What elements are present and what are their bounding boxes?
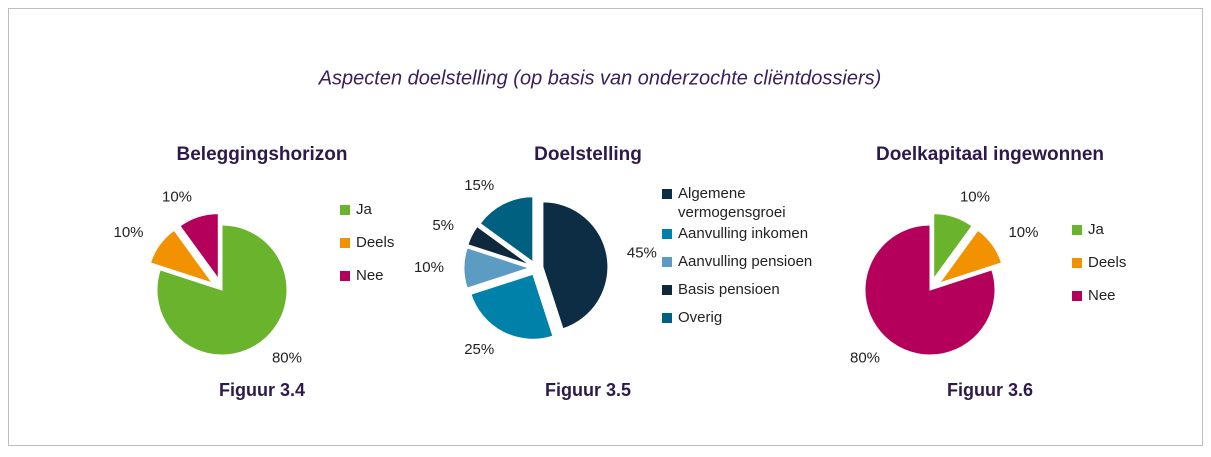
- legend-item: Ja: [1088, 221, 1104, 238]
- value-label: 5%: [432, 217, 454, 234]
- value-label: 25%: [464, 341, 494, 358]
- value-label: 15%: [464, 177, 494, 194]
- legend-item: Deels: [1088, 254, 1127, 271]
- legend-item: Overig: [678, 309, 723, 326]
- caption: Figuur 3.4: [219, 380, 305, 400]
- pie-slice: [933, 213, 973, 281]
- legend-swatch: [662, 229, 672, 239]
- pie-slice: [542, 201, 609, 330]
- pie-slice: [463, 247, 531, 289]
- legend-item: Algemene vermogensgroei: [678, 185, 786, 221]
- legend-item: Aanvulling inkomen: [678, 225, 809, 242]
- legend-item: Deels: [356, 234, 395, 251]
- pie-slice: [864, 224, 996, 356]
- chart-title: Doelkapitaal ingewonnen: [876, 144, 1104, 165]
- value-label: 10%: [162, 189, 192, 206]
- legend-label: Overig: [678, 309, 723, 326]
- legend-swatch: [340, 271, 350, 281]
- legend-label: Aanvulling pensioen: [678, 253, 813, 270]
- legend-label: Deels: [1088, 254, 1127, 271]
- value-label: 10%: [113, 224, 143, 241]
- legend-item: Nee: [356, 267, 384, 284]
- legend-swatch: [662, 285, 672, 295]
- value-label: 45%: [627, 245, 657, 262]
- value-label: 80%: [272, 350, 302, 367]
- legend-swatch: [340, 205, 350, 215]
- legend-swatch: [662, 313, 672, 323]
- legend-label: Algemene vermogensgroei: [678, 185, 786, 221]
- caption: Figuur 3.6: [947, 380, 1033, 400]
- legend-label: Aanvulling inkomen: [678, 225, 809, 242]
- chart-title: Beleggingshorizon: [177, 144, 348, 165]
- pie-slice: [149, 229, 214, 284]
- caption: Figuur 3.5: [545, 380, 631, 400]
- chart-title: Doelstelling: [534, 144, 642, 165]
- pie-slice: [156, 224, 288, 356]
- legend-swatch: [662, 257, 672, 267]
- main-title: Aspecten doelstelling (op basis van onde…: [318, 67, 882, 89]
- pie-slice: [179, 213, 219, 281]
- pie-slice: [470, 273, 554, 340]
- legend-label: Deels: [356, 234, 395, 251]
- legend-label: Ja: [356, 201, 372, 218]
- pie-slice: [938, 229, 1003, 284]
- value-label: 10%: [1008, 224, 1038, 241]
- legend-item: Nee: [1088, 287, 1116, 304]
- frame: [8, 8, 1203, 446]
- legend-label: Ja: [1088, 221, 1104, 238]
- legend-label: Nee: [356, 267, 384, 284]
- legend-item: Ja: [356, 201, 372, 218]
- legend-label: Nee: [1088, 287, 1116, 304]
- legend-swatch: [1072, 258, 1082, 268]
- legend-swatch: [340, 238, 350, 248]
- legend-swatch: [662, 189, 672, 199]
- legend-swatch: [1072, 291, 1082, 301]
- legend-item: Aanvulling pensioen: [678, 253, 813, 270]
- pie-slice: [479, 196, 534, 263]
- legend-item: Basis pensioen: [678, 281, 780, 298]
- pie-slice: [467, 225, 531, 266]
- value-label: 10%: [414, 259, 444, 276]
- legend-label: Basis pensioen: [678, 281, 780, 298]
- value-label: 10%: [960, 189, 990, 206]
- legend-swatch: [1072, 225, 1082, 235]
- value-label: 80%: [850, 350, 880, 367]
